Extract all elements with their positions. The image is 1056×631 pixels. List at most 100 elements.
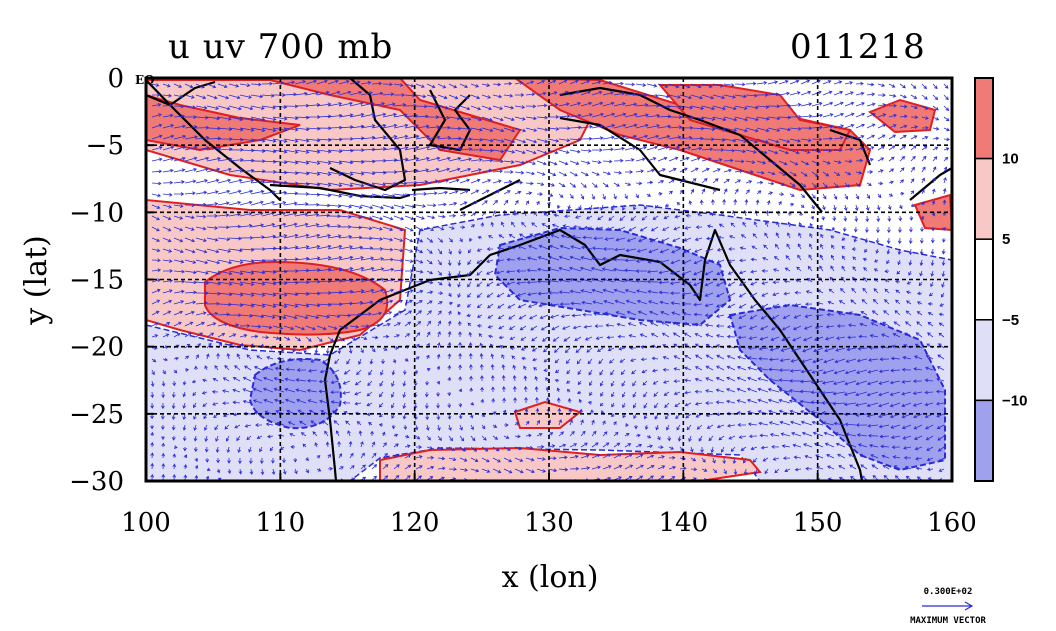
- wind-vector: [635, 123, 649, 129]
- wind-vector: [786, 243, 791, 250]
- wind-vector: [866, 182, 872, 186]
- wind-vector: [173, 356, 179, 361]
- wind-vector: [659, 248, 670, 254]
- wind-vector: [236, 435, 241, 442]
- wind-vector: [876, 204, 881, 211]
- wind-vector: [306, 388, 318, 393]
- wind-vector: [470, 83, 480, 88]
- coastline-11: [829, 128, 872, 166]
- wind-vector: [875, 248, 880, 254]
- wind-vector: [496, 281, 505, 286]
- wind-vector: [913, 367, 923, 371]
- wind-vector: [657, 145, 670, 151]
- wind-vector: [800, 102, 813, 107]
- wind-vector: [887, 215, 892, 222]
- wind-vector: [745, 105, 759, 110]
- wind-vector: [800, 193, 806, 199]
- wind-vector: [447, 320, 452, 327]
- wind-vector: [738, 270, 747, 275]
- wind-vector: [602, 257, 615, 261]
- wind-vector: [569, 125, 582, 130]
- wind-vector: [800, 126, 813, 131]
- wind-vector: [366, 391, 373, 397]
- wind-vector: [556, 397, 561, 404]
- wind-vector: [195, 105, 208, 110]
- wind-vector: [228, 127, 244, 132]
- wind-vector: [888, 124, 897, 129]
- wind-vector: [402, 402, 407, 410]
- wind-vector: [594, 324, 604, 328]
- wind-vector: [746, 170, 754, 174]
- wind-vector: [539, 314, 549, 320]
- wind-vector: [798, 222, 803, 228]
- wind-vector: [760, 325, 769, 331]
- wind-vector: [927, 302, 934, 306]
- wind-vector: [759, 336, 769, 341]
- wind-vector: [866, 402, 879, 408]
- wind-vector: [425, 381, 429, 386]
- wind-vector: [942, 188, 947, 195]
- wind-vector: [523, 385, 528, 393]
- wind-vector: [866, 92, 876, 97]
- wind-vector: [902, 435, 912, 440]
- wind-vector: [527, 292, 538, 297]
- wind-vector: [547, 468, 558, 473]
- wind-vector: [793, 303, 802, 307]
- wind-vector: [878, 424, 890, 429]
- wind-vector: [602, 159, 613, 164]
- wind-vector: [695, 225, 703, 230]
- wind-vector: [657, 435, 661, 441]
- wind-vector: [921, 189, 925, 195]
- wind-vector: [558, 171, 568, 177]
- wind-vector: [930, 270, 935, 277]
- wind-vector: [756, 116, 770, 121]
- wind-vector: [938, 322, 945, 327]
- wind-vector: [924, 378, 934, 383]
- wind-vector: [736, 376, 747, 382]
- wind-vector: [599, 380, 604, 387]
- wind-vector: [250, 324, 262, 329]
- wind-vector: [151, 193, 162, 198]
- wind-vector: [690, 116, 705, 121]
- wind-vector: [775, 232, 780, 239]
- wind-vector: [338, 255, 354, 261]
- wind-vector: [459, 468, 469, 472]
- wind-vector: [899, 167, 905, 173]
- wind-vector: [316, 455, 321, 459]
- wind-vector: [899, 191, 905, 196]
- wind-vector: [260, 343, 265, 349]
- wind-vector: [844, 159, 853, 164]
- wind-vector: [862, 257, 868, 262]
- wind-vector: [836, 336, 846, 340]
- wind-vector: [620, 369, 626, 375]
- wind-vector: [294, 222, 309, 228]
- wind-vector: [480, 386, 484, 393]
- wind-vector: [162, 269, 173, 273]
- wind-vector: [683, 237, 692, 242]
- wind-vector: [613, 431, 619, 437]
- wind-vector: [514, 180, 524, 185]
- wind-vector: [360, 226, 373, 231]
- wind-vector: [193, 413, 197, 420]
- wind-vector: [932, 136, 940, 141]
- wind-vector: [150, 380, 155, 387]
- wind-vector: [683, 332, 692, 338]
- wind-vector: [867, 423, 879, 428]
- wind-vector: [404, 454, 412, 459]
- wind-vector: [404, 134, 420, 140]
- wind-vector: [910, 125, 919, 129]
- wind-vector: [487, 303, 494, 309]
- wind-vector: [319, 399, 329, 404]
- wind-vector: [262, 387, 274, 393]
- wind-vector: [633, 204, 637, 211]
- wind-vector: [913, 413, 923, 419]
- wind-vector: [382, 237, 394, 242]
- wind-vector: [682, 248, 692, 254]
- wind-vector: [182, 435, 187, 442]
- wind-vector: [195, 248, 208, 254]
- wind-vector: [850, 476, 857, 481]
- wind-vector: [151, 134, 163, 140]
- wind-vector: [613, 182, 620, 187]
- wind-vector: [447, 259, 452, 267]
- wind-vector: [503, 190, 511, 195]
